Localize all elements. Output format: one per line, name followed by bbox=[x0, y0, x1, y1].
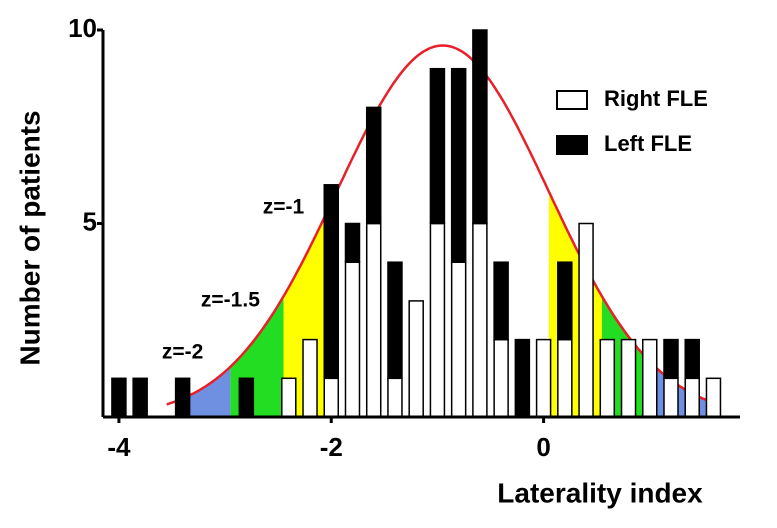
legend-swatch bbox=[556, 90, 588, 110]
y-axis-label: Number of patients bbox=[14, 110, 45, 365]
y-tick-label: 10 bbox=[68, 13, 97, 43]
x-tick-label: -2 bbox=[320, 432, 343, 462]
bar bbox=[132, 377, 148, 418]
bar bbox=[387, 261, 403, 380]
legend-swatch bbox=[556, 135, 588, 155]
bar bbox=[450, 67, 467, 263]
z-zone bbox=[283, 191, 337, 417]
z-zone bbox=[548, 191, 602, 417]
bar bbox=[365, 106, 382, 225]
bar bbox=[323, 377, 340, 418]
bar bbox=[174, 377, 191, 418]
bar bbox=[535, 338, 552, 418]
bar bbox=[684, 338, 700, 380]
bar bbox=[344, 222, 361, 263]
bar bbox=[599, 338, 616, 418]
bar bbox=[642, 338, 658, 418]
legend-label: Right FLE bbox=[604, 86, 708, 111]
bar bbox=[472, 29, 488, 225]
bar bbox=[429, 67, 446, 225]
bar bbox=[514, 338, 531, 418]
bar bbox=[705, 377, 722, 418]
bar bbox=[387, 377, 403, 418]
annotation: z=-2 bbox=[162, 341, 203, 364]
bar bbox=[493, 261, 509, 341]
bar bbox=[472, 222, 488, 418]
bar bbox=[365, 222, 382, 418]
bar bbox=[663, 338, 679, 380]
bar bbox=[620, 338, 637, 418]
bar bbox=[493, 338, 509, 418]
bar bbox=[344, 261, 361, 418]
bar bbox=[578, 222, 594, 418]
bar bbox=[238, 377, 255, 418]
annotation: z=-1.5 bbox=[201, 288, 260, 311]
bar bbox=[281, 377, 297, 418]
bar bbox=[408, 300, 424, 418]
bar bbox=[429, 222, 446, 418]
bar bbox=[111, 377, 127, 418]
legend-label: Left FLE bbox=[604, 131, 692, 156]
bar bbox=[684, 377, 700, 418]
z-zone bbox=[230, 296, 284, 417]
normal-curve bbox=[166, 44, 720, 406]
y-tick-label: 5 bbox=[83, 206, 97, 236]
bar bbox=[663, 377, 679, 418]
annotation: z=-1 bbox=[263, 196, 305, 219]
bar bbox=[557, 338, 573, 418]
x-axis-label: Laterality index bbox=[497, 477, 703, 508]
bar bbox=[450, 261, 467, 418]
bar bbox=[323, 184, 340, 380]
bar bbox=[302, 338, 318, 418]
bar bbox=[557, 261, 573, 341]
x-tick-label: -4 bbox=[107, 432, 131, 462]
x-tick-label: 0 bbox=[536, 432, 550, 462]
